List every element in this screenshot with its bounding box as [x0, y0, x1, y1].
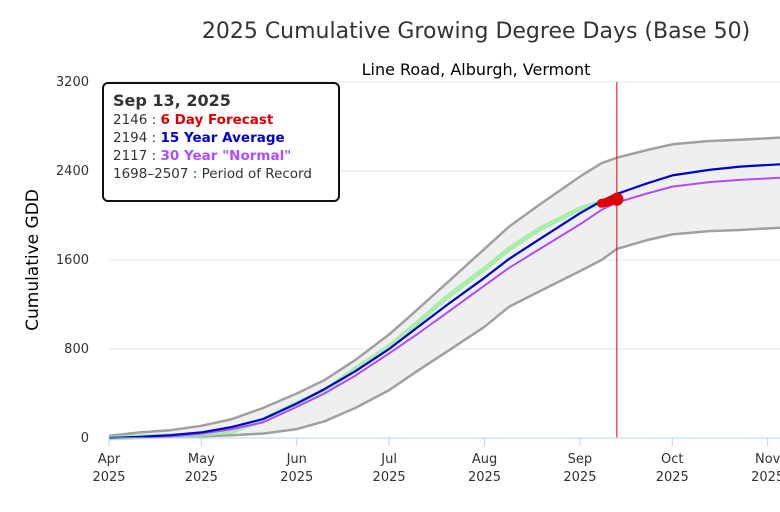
x-tick-month: Aug [472, 452, 497, 467]
tooltip-row-15yr: 2194 : 15 Year Average [113, 129, 330, 147]
x-tick-month: May [188, 452, 215, 467]
x-tick-year: 2025 [656, 470, 689, 485]
tooltip-label: 15 Year Average [160, 130, 285, 146]
x-tick-year: 2025 [373, 470, 406, 485]
tooltip-row-30yr: 2117 : 30 Year "Normal" [113, 147, 330, 165]
record-band-fill [109, 137, 780, 438]
tooltip-date: Sep 13, 2025 [113, 91, 231, 110]
tooltip-label: 6 Day Forecast [160, 112, 274, 128]
tooltip-sep: : [147, 130, 161, 146]
series-record-min [108, 226, 780, 440]
tooltip: Sep 13, 2025 2146 : 6 Day Forecast 2194 … [102, 82, 340, 202]
tooltip-row-record: 1698–2507 : Period of Record [113, 165, 330, 183]
y-axis-label: Cumulative GDD [23, 189, 43, 331]
y-tick-label: 1600 [56, 253, 89, 268]
x-tick-year: 2025 [468, 470, 501, 485]
tooltip-label: Period of Record [201, 166, 312, 182]
series-15yr-average [108, 163, 780, 440]
y-tick-label: 0 [81, 431, 89, 446]
axes: 0 800 1600 2400 3200 Apr 2025 May 2025 Jun 2025 Jul… [56, 75, 780, 485]
series-lines [108, 82, 780, 441]
tooltip-sep: : [147, 112, 161, 128]
forecast-current-point [610, 192, 624, 206]
tooltip-sep: : [147, 148, 161, 164]
x-tick-month: Oct [661, 452, 683, 467]
tooltip-label: 30 Year "Normal" [160, 148, 292, 164]
tooltip-row-forecast: 2146 : 6 Day Forecast [113, 111, 330, 129]
x-tick-year: 2025 [563, 470, 596, 485]
tooltip-value: 2117 [113, 148, 148, 164]
x-tick-month: Apr [98, 452, 121, 467]
y-tick-label: 3200 [56, 75, 89, 90]
x-tick-month: Nov [755, 452, 780, 467]
period-of-record-band [109, 137, 780, 438]
x-tick-year: 2025 [185, 470, 218, 485]
y-tick-label: 2400 [56, 164, 89, 179]
series-record-max [108, 136, 780, 438]
chart-title: 2025 Cumulative Growing Degree Days (Bas… [202, 19, 750, 44]
series-30yr-normal [108, 176, 780, 439]
tooltip-value: 1698–2507 [113, 166, 189, 182]
tooltip-value: 2146 [113, 112, 148, 128]
tooltip-sep: : [188, 166, 202, 182]
y-tick-label: 800 [64, 342, 89, 357]
x-tick-month: Sep [568, 452, 593, 467]
x-tick-month: Jun [286, 452, 307, 467]
x-tick-year: 2025 [92, 470, 125, 485]
chart-subtitle: Line Road, Alburgh, Vermont [362, 60, 591, 79]
x-tick-year: 2025 [280, 470, 313, 485]
x-tick-month: Jul [380, 452, 397, 467]
x-tick-year: 2025 [751, 470, 780, 485]
tooltip-value: 2194 [113, 130, 148, 146]
